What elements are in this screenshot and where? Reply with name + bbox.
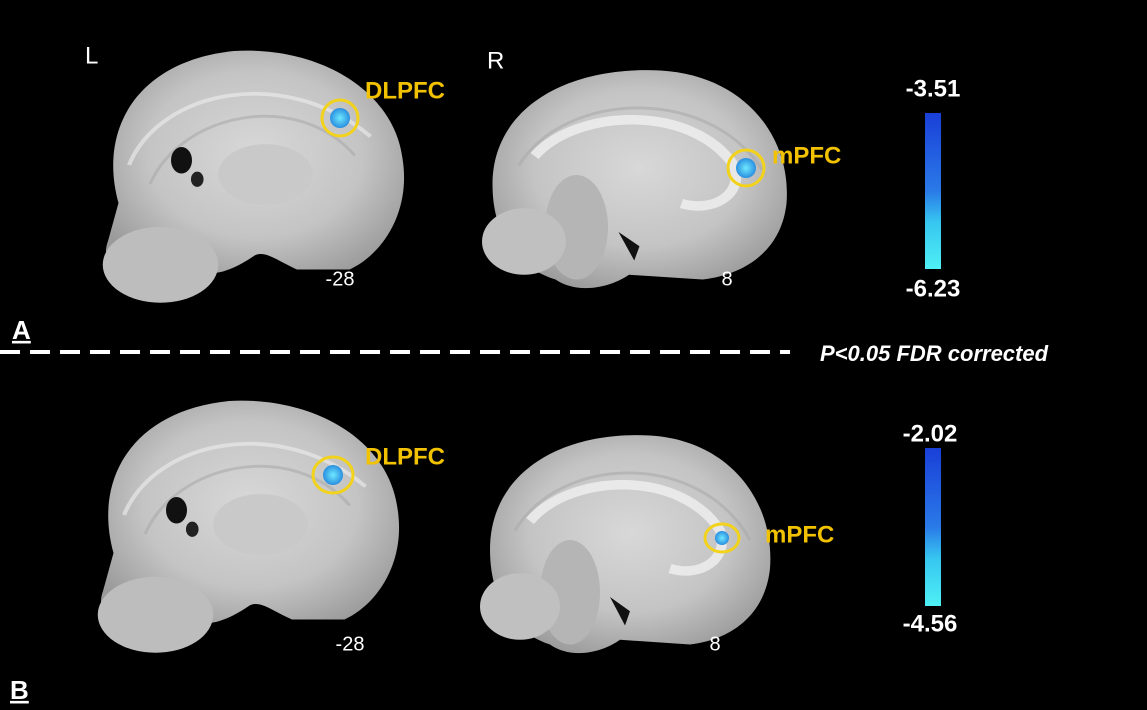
activation — [323, 465, 343, 485]
figure: L R DLPFC mPFC -28 8 -3.51 -6.23 A P<0.0… — [0, 0, 1147, 710]
region-label: mPFC — [765, 521, 834, 548]
slice-coordinate: -28 — [336, 633, 365, 655]
colorbar-min: -4.56 — [903, 610, 958, 637]
region-label: DLPFC — [365, 77, 445, 104]
region-label: mPFC — [772, 142, 841, 169]
colorbar — [925, 113, 941, 269]
colorbar-max: -2.02 — [903, 420, 958, 447]
slice-coordinate: 8 — [721, 268, 732, 290]
activation — [715, 531, 729, 545]
brain-slice — [98, 401, 399, 653]
side-label: L — [85, 42, 98, 69]
brain-slice — [103, 51, 404, 303]
brain-slice — [480, 435, 770, 653]
threshold-note: P<0.05 FDR corrected — [820, 341, 1049, 366]
page: L R DLPFC mPFC -28 8 -3.51 -6.23 A P<0.0… — [0, 0, 1147, 710]
panel-label: A — [12, 315, 31, 345]
region-label: DLPFC — [365, 443, 445, 470]
side-label: R — [487, 47, 504, 74]
colorbar-max: -3.51 — [906, 75, 961, 102]
slice-coordinate: -28 — [326, 268, 355, 290]
activation — [736, 158, 756, 178]
colorbar — [925, 448, 941, 606]
panel-label: B — [10, 675, 29, 705]
colorbar-min: -6.23 — [906, 275, 961, 302]
activation — [330, 108, 350, 128]
brain-slice — [482, 70, 787, 288]
slice-coordinate: 8 — [709, 633, 720, 655]
